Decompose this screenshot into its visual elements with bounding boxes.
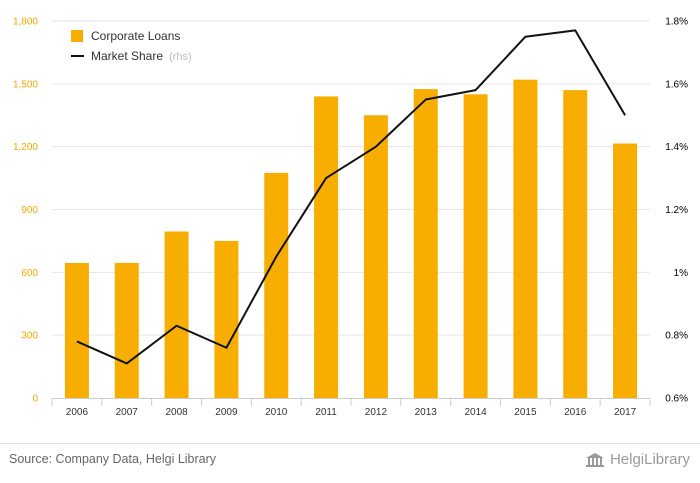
bar — [164, 231, 189, 398]
bar — [264, 172, 289, 398]
y-right-tick-label: 1.4% — [665, 142, 688, 153]
y-right-tick-label: 0.6% — [665, 394, 688, 405]
legend-bar-swatch — [71, 30, 83, 42]
bar — [513, 79, 538, 399]
y-right-tick-label: 0.8% — [665, 331, 688, 342]
x-tick-label: 2011 — [315, 407, 337, 418]
y-left-tick-label: 300 — [21, 331, 38, 342]
source-note: Source: Company Data, Helgi Library — [9, 452, 217, 466]
bar — [563, 90, 588, 398]
footer: Source: Company Data, Helgi Library Helg… — [0, 443, 700, 483]
y-left-tick-label: 1,800 — [13, 17, 38, 28]
bar — [114, 262, 139, 398]
brand-name: HelgiLibrary — [609, 451, 690, 468]
x-tick-label: 2007 — [116, 407, 139, 418]
x-tick-label: 2010 — [265, 407, 288, 418]
bar — [613, 143, 638, 398]
legend-line-suffix: (rhs) — [169, 51, 192, 63]
x-tick-label: 2013 — [415, 407, 438, 418]
y-left-tick-label: 0 — [32, 394, 38, 405]
bar — [363, 115, 388, 398]
y-left-tick-label: 1,200 — [13, 142, 38, 153]
legend-line-label: Market Share — [91, 49, 163, 63]
bar — [214, 240, 239, 398]
brand-logo[interactable]: HelgiLibrary — [585, 451, 690, 468]
x-tick-label: 2006 — [66, 407, 89, 418]
legend-bar-label: Corporate Loans — [91, 29, 180, 43]
x-tick-label: 2009 — [215, 407, 238, 418]
bar — [314, 96, 339, 399]
x-tick-label: 2012 — [365, 407, 388, 418]
y-right-tick-label: 1.2% — [665, 205, 688, 216]
building-icon — [585, 452, 604, 467]
x-tick-label: 2014 — [464, 407, 487, 418]
market-share-line — [76, 29, 626, 365]
y-left-tick-label: 600 — [21, 268, 38, 279]
y-left-tick-label: 900 — [21, 205, 38, 216]
bar — [463, 94, 488, 399]
x-tick-label: 2008 — [165, 407, 188, 418]
y-right-tick-label: 1.6% — [665, 79, 688, 90]
chart: 0 300 600 900 1,200 1,500 1,800 0.6% 0.8% 1% 1.2% 1… — [13, 17, 689, 419]
x-tick-label: 2015 — [514, 407, 537, 418]
x-tick-label: 2017 — [614, 407, 637, 418]
y-right-tick-label: 1% — [674, 268, 689, 279]
x-tick-label: 2016 — [564, 407, 587, 418]
bar — [413, 89, 438, 398]
y-left-tick-label: 1,500 — [13, 79, 38, 90]
y-right-tick-label: 1.8% — [665, 17, 688, 28]
bar — [64, 262, 89, 398]
